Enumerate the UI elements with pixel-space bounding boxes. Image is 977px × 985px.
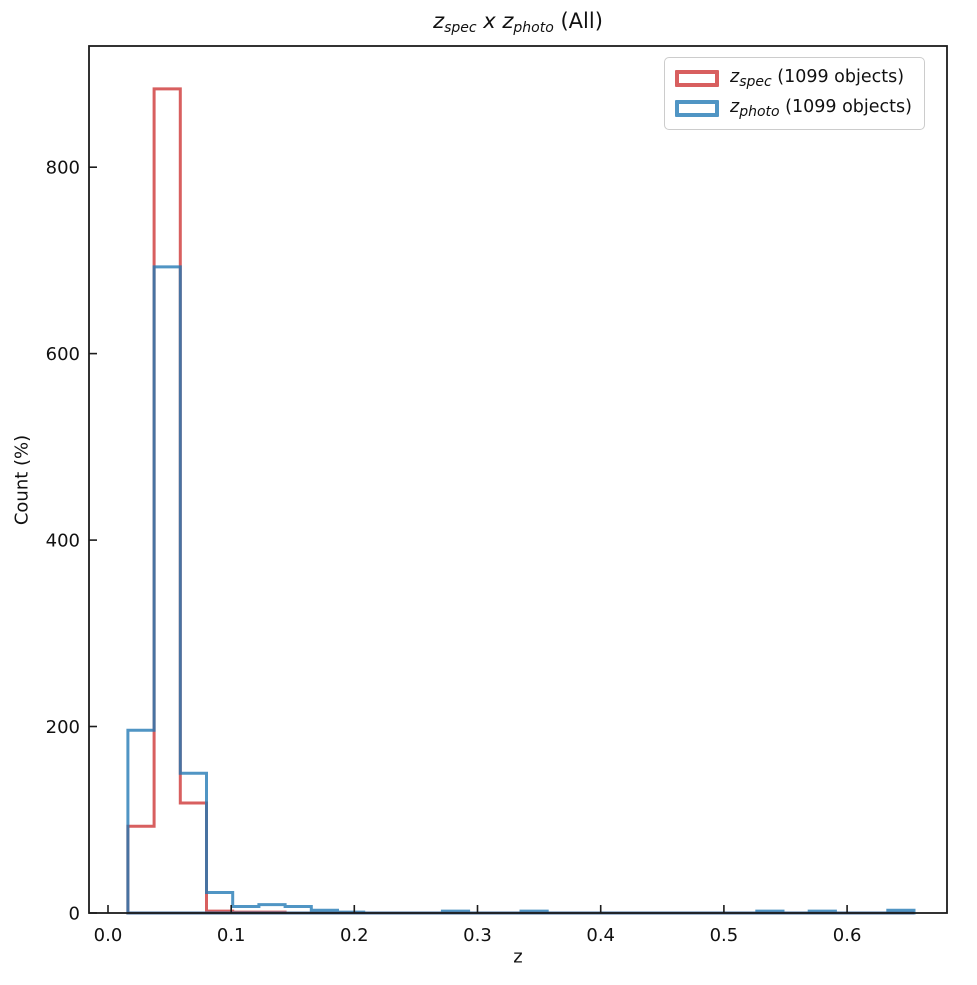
x-tick-label: 0.6 bbox=[833, 925, 862, 946]
legend: zspec (1099 objects) zphoto (1099 object… bbox=[664, 57, 925, 130]
x-tick-label: 0.5 bbox=[710, 925, 739, 946]
axes-spines bbox=[88, 45, 948, 914]
title-x: x bbox=[476, 9, 503, 33]
title-zspec: z bbox=[433, 9, 445, 33]
legend-item-zphoto: zphoto (1099 objects) bbox=[675, 97, 912, 120]
legend-item-zspec: zspec (1099 objects) bbox=[675, 67, 912, 90]
y-tick-label: 400 bbox=[46, 531, 80, 552]
y-tick-label: 0 bbox=[69, 904, 80, 925]
legend-swatch-zspec bbox=[675, 70, 719, 87]
y-tick-label: 200 bbox=[46, 717, 80, 738]
x-axis-label: z bbox=[513, 946, 523, 968]
zspec-histogram bbox=[126, 87, 914, 915]
x-tick-label: 0.4 bbox=[586, 925, 615, 946]
y-ticks: 0 200 400 600 800 bbox=[46, 158, 97, 925]
x-ticks: 0.0 0.1 0.2 0.3 0.4 0.5 0.6 bbox=[94, 905, 862, 946]
zphoto-histogram bbox=[126, 265, 916, 915]
x-tick-label: 0.3 bbox=[463, 925, 492, 946]
x-tick-label: 0.1 bbox=[217, 925, 246, 946]
histogram-series bbox=[126, 87, 916, 915]
y-axis-label: Count (%) bbox=[11, 434, 33, 526]
y-tick-label: 600 bbox=[46, 344, 80, 365]
title-suffix: (All) bbox=[553, 9, 603, 33]
chart-title: zspec x zphoto (All) bbox=[89, 9, 947, 36]
legend-label-zphoto: zphoto (1099 objects) bbox=[730, 97, 912, 120]
x-tick-label: 0.2 bbox=[340, 925, 369, 946]
title-zspec-sub: spec bbox=[444, 20, 477, 36]
legend-swatch-zphoto bbox=[675, 100, 719, 117]
title-zphoto: z bbox=[502, 9, 514, 33]
y-tick-label: 800 bbox=[46, 158, 80, 179]
title-zphoto-sub: photo bbox=[513, 20, 554, 36]
legend-label-zspec: zspec (1099 objects) bbox=[730, 67, 905, 90]
x-tick-label: 0.0 bbox=[94, 925, 123, 946]
